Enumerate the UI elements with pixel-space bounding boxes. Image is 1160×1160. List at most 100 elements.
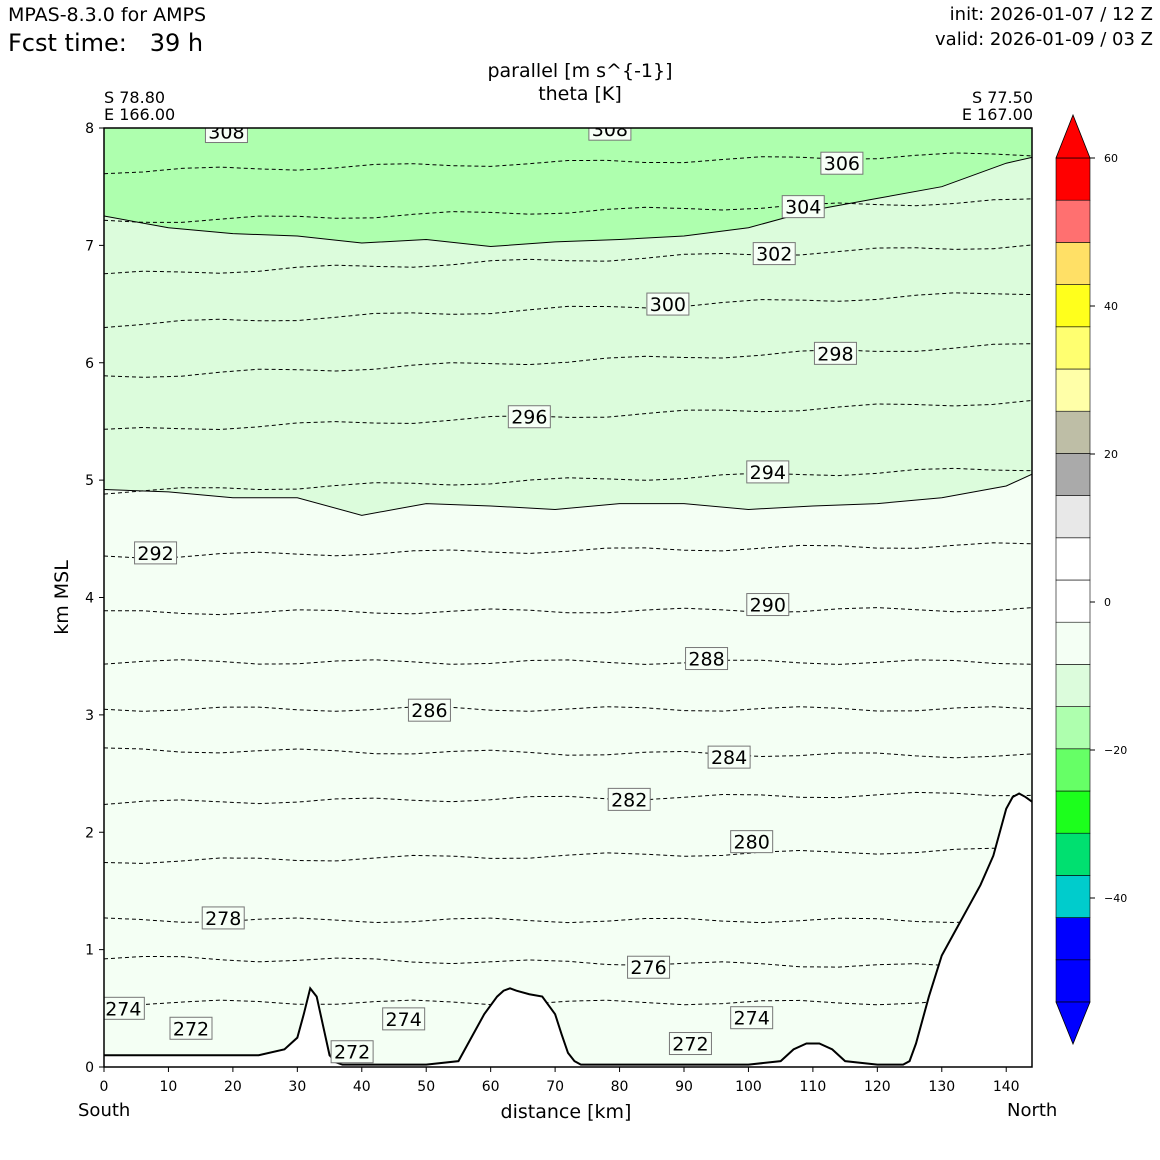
colorbar-segment	[1055, 495, 1091, 539]
contour-label-box	[507, 405, 551, 429]
contour-label: 308	[208, 122, 244, 144]
colorbar-segment	[1055, 621, 1091, 665]
contour-label: 296	[511, 407, 547, 429]
colorbar-tick-label: 60	[1104, 152, 1118, 165]
chart-title-wind: parallel [m s^{-1}]	[487, 60, 673, 82]
contour-label: 278	[205, 908, 241, 930]
theta-contour-294	[104, 467, 1032, 495]
colorbar-segment	[1055, 832, 1091, 876]
y-tick-label: 7	[85, 238, 94, 254]
colorbar-segment	[1055, 579, 1091, 623]
contour-label-box	[746, 593, 790, 617]
colorbar-segment	[1055, 242, 1091, 285]
contour-label-box	[685, 647, 729, 671]
contour-label-box	[707, 745, 751, 769]
colorbar-segment	[1055, 368, 1091, 412]
y-tick-label: 2	[85, 825, 94, 841]
x-tick-label: 30	[288, 1079, 306, 1095]
theta-contour-300	[104, 292, 1032, 328]
colorbar-segment	[1055, 284, 1091, 328]
contour-label: 286	[411, 700, 447, 722]
x-tick-label: 20	[224, 1079, 242, 1095]
x-tick-label: 140	[993, 1079, 1020, 1095]
theta-contour-278	[104, 917, 1032, 924]
colorbar-segment	[1055, 453, 1091, 496]
x-tick-label: 50	[417, 1079, 435, 1095]
contour-label: 290	[750, 595, 786, 617]
x-tick-label: 110	[800, 1079, 827, 1095]
theta-contour-276	[104, 955, 1032, 970]
x-tick-label: 10	[160, 1079, 178, 1095]
colorbar-segment	[1055, 199, 1091, 243]
contour-label: 274	[734, 1008, 770, 1030]
contour-label: 308	[592, 119, 628, 141]
colorbar-segment	[1055, 664, 1091, 707]
y-tick-label: 3	[85, 708, 94, 724]
colorbar-segment	[1055, 157, 1091, 201]
x-tick-label: 90	[675, 1079, 693, 1095]
x-tick-label: 0	[100, 1079, 109, 1095]
chart-title-theta: theta [K]	[538, 83, 622, 105]
x-tick-label: 70	[546, 1079, 564, 1095]
y-tick-label: 4	[85, 591, 94, 607]
contour-label-box	[730, 830, 774, 854]
forecast-time-value: 39 h	[149, 29, 204, 57]
x-tick-label: 40	[353, 1079, 371, 1095]
colorbar-segment	[1055, 875, 1091, 918]
contour-label: 274	[105, 998, 141, 1020]
colorbar-segment	[1055, 537, 1091, 581]
contour-label-box	[730, 1006, 774, 1030]
forecast-time-label: Fcst time:	[8, 29, 127, 57]
contour-label: 272	[173, 1018, 209, 1040]
x-tick-label: 60	[482, 1079, 500, 1095]
x-tick-label: 130	[928, 1079, 955, 1095]
left-endpoint: S 78.80 E 166.00	[104, 89, 175, 123]
right-endpoint-lat: S 77.50	[971, 88, 1033, 107]
colorbar-segment	[1055, 410, 1091, 454]
y-tick-label: 8	[85, 121, 94, 137]
theta-contour-274	[104, 999, 1032, 1006]
contour-label-box	[607, 787, 651, 811]
contour-label: 306	[824, 153, 860, 175]
contour-label-box	[752, 242, 796, 266]
contour-label-box	[134, 541, 178, 565]
contour-label-box	[588, 128, 632, 141]
contour-label: 274	[386, 1009, 422, 1031]
contour-label: 284	[711, 747, 747, 769]
x-axis-label: distance [km]	[501, 1101, 632, 1123]
colorbar-segment	[1055, 326, 1091, 370]
colorbar-tick-label: 20	[1104, 448, 1118, 461]
colorbar-segment	[1055, 959, 1091, 1003]
colorbar-tick-label: 40	[1104, 300, 1118, 313]
wind-band-10-15-edge	[104, 156, 1032, 248]
contour-label: 304	[785, 197, 821, 219]
colorbar-segment	[1055, 748, 1091, 792]
contour-label: 300	[650, 294, 686, 316]
contour-label: 294	[750, 462, 786, 484]
init-time: init: 2026-01-07 / 12 Z	[949, 4, 1153, 25]
contour-label-box	[746, 460, 790, 484]
contour-label: 298	[817, 343, 853, 365]
theta-contour-308	[104, 111, 1032, 126]
theta-contour-306	[104, 152, 1032, 175]
contour-label-box	[813, 341, 857, 365]
theta-contour-280	[104, 847, 1032, 864]
colorbar-segment	[1055, 790, 1091, 834]
theta-contour-286	[104, 706, 1032, 712]
colorbar-tick-label: 0	[1104, 596, 1111, 609]
contour-label: 280	[734, 832, 770, 854]
model-name: MPAS-8.3.0 for AMPS	[8, 4, 207, 26]
contour-label-box	[330, 1040, 374, 1064]
direction-north: North	[1007, 1100, 1058, 1121]
wind-band-10-15	[104, 128, 1032, 247]
contour-label-box	[668, 1032, 712, 1056]
contour-label: 276	[630, 957, 666, 979]
x-tick-label: 80	[611, 1079, 629, 1095]
contour-label-box	[646, 292, 690, 316]
contour-label: 292	[137, 543, 173, 565]
contour-label-box	[407, 698, 451, 722]
contour-label-box	[382, 1007, 426, 1031]
theta-contour-282	[104, 791, 1032, 805]
